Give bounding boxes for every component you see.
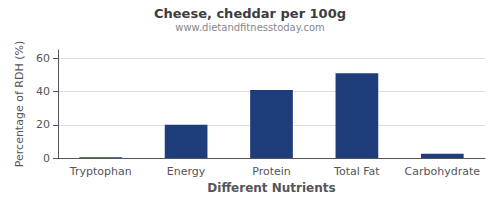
svg-text:Different Nutrients: Different Nutrients <box>207 181 335 195</box>
svg-text:Protein: Protein <box>252 165 291 178</box>
svg-text:Energy: Energy <box>167 165 206 178</box>
svg-text:www.dietandfitnesstoday.com: www.dietandfitnesstoday.com <box>175 22 324 33</box>
svg-text:Carbohydrate: Carbohydrate <box>405 165 481 178</box>
svg-text:0: 0 <box>43 152 50 165</box>
svg-text:Percentage of RDH (%): Percentage of RDH (%) <box>13 41 26 167</box>
svg-text:40: 40 <box>36 85 50 98</box>
svg-text:20: 20 <box>36 118 50 131</box>
svg-text:Cheese, cheddar per 100g: Cheese, cheddar per 100g <box>154 6 346 21</box>
svg-text:Total Fat: Total Fat <box>333 165 380 178</box>
svg-text:60: 60 <box>36 52 50 65</box>
svg-text:Tryptophan: Tryptophan <box>69 165 132 178</box>
